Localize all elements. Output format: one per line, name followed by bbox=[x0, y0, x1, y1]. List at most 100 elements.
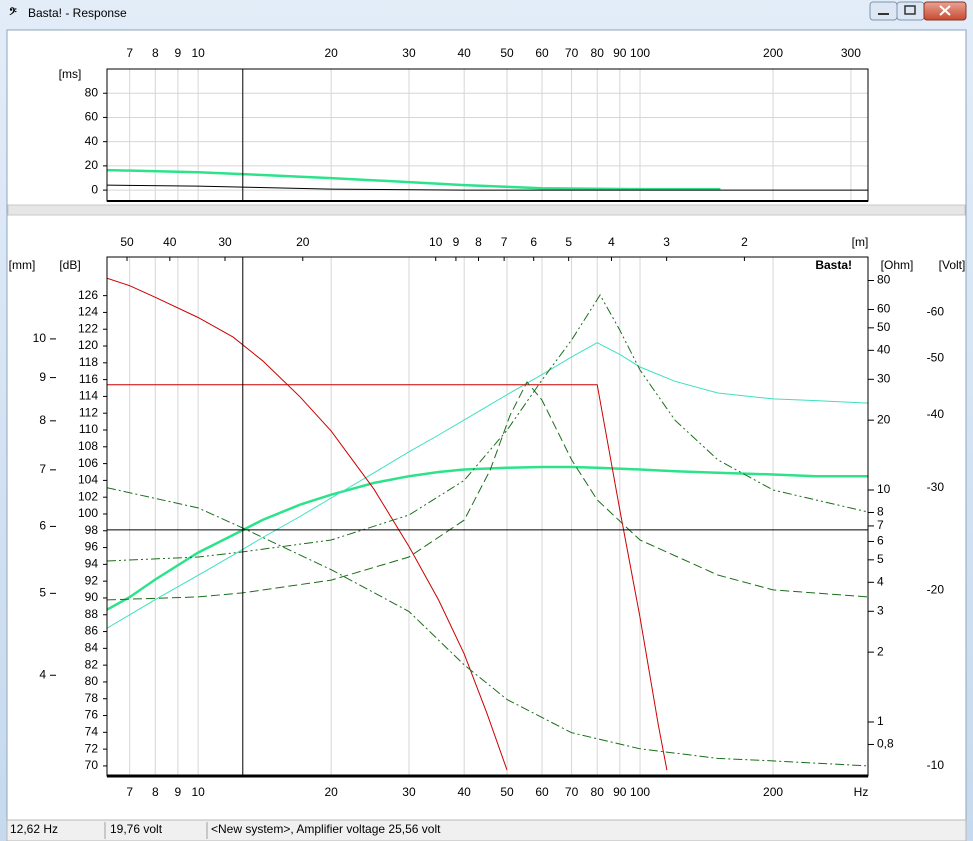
y-axis-unit: [Volt] bbox=[939, 258, 966, 272]
x2-tick-label: 3 bbox=[663, 235, 670, 249]
x-tick-label: 8 bbox=[152, 46, 159, 60]
data-line bbox=[107, 277, 508, 771]
y-tick-label: 20 bbox=[877, 412, 891, 426]
y-tick-label: 114 bbox=[79, 389, 98, 403]
series-group bbox=[107, 168, 868, 191]
y-tick-label: 60 bbox=[85, 110, 99, 124]
y-tick-label: 120 bbox=[78, 338, 98, 352]
y-tick-label: 40 bbox=[85, 134, 99, 148]
y-tick-label: 92 bbox=[85, 573, 99, 587]
y-tick-label: 30 bbox=[877, 371, 891, 385]
y-axis-unit: [Ohm] bbox=[881, 258, 914, 272]
x2-tick-label: 40 bbox=[163, 235, 177, 249]
y-tick-label: 6 bbox=[39, 519, 46, 533]
y-tick-label: 7 bbox=[877, 518, 884, 532]
status-voltage: 19,76 volt bbox=[110, 822, 163, 836]
y-tick-label: 118 bbox=[79, 355, 98, 369]
y-tick-label: 8 bbox=[877, 505, 884, 519]
x-tick-label: 40 bbox=[457, 785, 471, 799]
x-tick-label: 50 bbox=[500, 785, 514, 799]
y-tick-label: 86 bbox=[85, 624, 99, 638]
y-tick-label: 112 bbox=[79, 405, 98, 419]
status-system: <New system>, Amplifier voltage 25,56 vo… bbox=[211, 822, 441, 836]
y-tick-label: 40 bbox=[877, 342, 891, 356]
y-tick-label: 0,8 bbox=[877, 737, 894, 751]
x-tick-label: 60 bbox=[535, 46, 549, 60]
x-tick-label: 300 bbox=[841, 46, 861, 60]
y-tick-label: 74 bbox=[85, 725, 99, 739]
x-tick-label: 200 bbox=[763, 46, 783, 60]
y-tick-label: 9 bbox=[39, 370, 46, 384]
y-tick-label: 94 bbox=[85, 557, 99, 571]
x-tick-label: 60 bbox=[535, 785, 549, 799]
x2-tick-label: 4 bbox=[608, 235, 615, 249]
data-line bbox=[107, 384, 668, 771]
x2-tick-label: 9 bbox=[453, 235, 460, 249]
y-tick-label: 90 bbox=[85, 590, 99, 604]
x-axis-unit: Hz bbox=[854, 785, 869, 799]
y-tick-label: 102 bbox=[78, 489, 98, 503]
x2-tick-label: 6 bbox=[530, 235, 537, 249]
x2-tick-label: 7 bbox=[501, 235, 508, 249]
y-tick-label: 108 bbox=[78, 439, 98, 453]
y-tick-label: 76 bbox=[85, 708, 99, 722]
x-tick-label: 80 bbox=[591, 785, 605, 799]
y-tick-label: 80 bbox=[85, 85, 99, 99]
x-tick-label: 30 bbox=[402, 46, 416, 60]
y-axis-unit: [dB] bbox=[59, 258, 80, 272]
y-tick-label: 3 bbox=[877, 603, 884, 617]
x-tick-label: 90 bbox=[613, 785, 627, 799]
app-icon: 𝄢 bbox=[9, 6, 17, 20]
y-tick-label: -20 bbox=[927, 583, 945, 597]
data-line bbox=[107, 465, 868, 611]
y-tick-label: 126 bbox=[78, 288, 98, 302]
y-tick-label: 50 bbox=[877, 320, 891, 334]
x2-tick-label: 2 bbox=[741, 235, 748, 249]
data-line bbox=[107, 184, 868, 191]
y-tick-label: 106 bbox=[78, 456, 98, 470]
x2-tick-label: 20 bbox=[296, 235, 310, 249]
x2-tick-label: 10 bbox=[429, 235, 443, 249]
x-tick-label: 8 bbox=[152, 785, 159, 799]
y-tick-label: 122 bbox=[78, 321, 98, 335]
maximize-icon bbox=[904, 5, 916, 15]
y-tick-label: -40 bbox=[927, 407, 945, 421]
y-tick-label: 60 bbox=[877, 302, 891, 316]
data-line bbox=[107, 294, 868, 562]
y-axis-unit: [mm] bbox=[9, 258, 36, 272]
y-tick-label: 84 bbox=[85, 641, 99, 655]
x-tick-label: 20 bbox=[324, 46, 338, 60]
x-tick-label: 50 bbox=[500, 46, 514, 60]
x-tick-label: 20 bbox=[324, 785, 338, 799]
data-line bbox=[107, 342, 868, 629]
status-frequency: 12,62 Hz bbox=[10, 822, 58, 836]
y-tick-label: 82 bbox=[85, 657, 99, 671]
x-tick-label: 40 bbox=[457, 46, 471, 60]
minimize-button[interactable] bbox=[869, 1, 898, 21]
watermark: Basta! bbox=[815, 258, 852, 272]
series-group bbox=[107, 277, 868, 771]
x-tick-label: 10 bbox=[191, 785, 205, 799]
y-axis-unit: [ms] bbox=[59, 67, 82, 81]
splitter[interactable] bbox=[7, 204, 966, 216]
x-tick-label: 100 bbox=[630, 785, 650, 799]
y-tick-label: 110 bbox=[79, 422, 98, 436]
y-tick-label: 10 bbox=[33, 331, 47, 345]
y-tick-label: 8 bbox=[39, 413, 46, 427]
x2-tick-label: 5 bbox=[565, 235, 572, 249]
y-tick-label: -50 bbox=[927, 351, 945, 365]
x-tick-label: 100 bbox=[630, 46, 650, 60]
y-tick-label: 116 bbox=[79, 372, 98, 386]
maximize-button[interactable] bbox=[896, 1, 925, 21]
y-tick-label: 104 bbox=[78, 473, 98, 487]
close-icon bbox=[939, 5, 951, 16]
x-tick-label: 80 bbox=[591, 46, 605, 60]
y-tick-label: 20 bbox=[85, 158, 99, 172]
x2-tick-label: 30 bbox=[218, 235, 232, 249]
x-tick-label: 7 bbox=[126, 785, 133, 799]
y-tick-label: 7 bbox=[39, 462, 46, 476]
x2-tick-label: 50 bbox=[120, 235, 134, 249]
